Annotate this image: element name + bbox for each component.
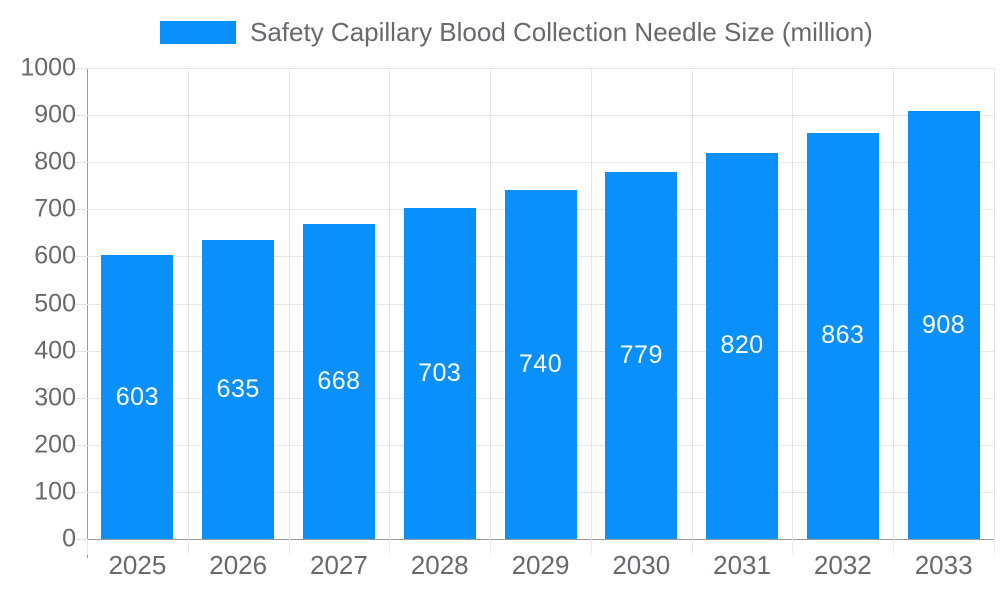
- bar-value-label: 603: [115, 382, 159, 411]
- bar-2033[interactable]: 908: [907, 111, 980, 539]
- legend-item[interactable]: Safety Capillary Blood Collection Needle…: [160, 18, 873, 46]
- x-axis-label: 2030: [612, 550, 671, 580]
- bar-value-label: 820: [720, 331, 764, 360]
- x-tick: [389, 539, 391, 555]
- y-axis-label: 200: [34, 430, 76, 459]
- bar-2030[interactable]: 779: [605, 172, 678, 539]
- y-axis-label: 100: [34, 477, 76, 506]
- y-axis-line: [87, 68, 88, 558]
- bar-2031[interactable]: 820: [706, 152, 779, 539]
- x-tick: [792, 539, 794, 555]
- h-gridline: [87, 68, 994, 69]
- x-axis-label: 2027: [310, 550, 368, 580]
- bar-2032[interactable]: 863: [806, 132, 879, 539]
- x-tick: [187, 539, 189, 555]
- x-axis-label: 2033: [914, 550, 973, 580]
- v-gridline: [389, 68, 391, 539]
- legend-swatch: [160, 20, 236, 44]
- y-tick: [75, 350, 87, 352]
- x-tick: [590, 539, 592, 555]
- x-tick: [994, 539, 995, 555]
- y-axis-label: 900: [34, 100, 76, 129]
- y-tick: [75, 162, 87, 164]
- x-tick: [288, 539, 290, 555]
- plot-area: 603 635 668 703 740 779 820 863 908: [87, 68, 995, 539]
- bar-value-label: 668: [317, 367, 361, 396]
- y-tick: [75, 256, 87, 258]
- bar-2026[interactable]: 635: [202, 239, 275, 539]
- y-axis-label: 400: [34, 336, 76, 365]
- legend-label: Safety Capillary Blood Collection Needle…: [250, 17, 873, 47]
- y-axis-label: 300: [34, 383, 76, 412]
- y-tick: [75, 209, 87, 211]
- bar-2027[interactable]: 668: [302, 224, 375, 539]
- y-axis-label: 500: [34, 289, 76, 317]
- bar-value-label: 779: [619, 341, 663, 370]
- x-tick: [490, 539, 492, 555]
- v-gridline: [288, 68, 290, 539]
- bar-2028[interactable]: 703: [403, 207, 476, 539]
- x-axis-label: 2029: [511, 550, 570, 580]
- y-axis-label: 600: [34, 241, 76, 270]
- y-tick: [75, 115, 87, 117]
- x-tick: [87, 539, 88, 555]
- bar-2025[interactable]: 603: [101, 255, 174, 539]
- y-axis-label: 700: [34, 194, 76, 223]
- h-gridline: [87, 162, 994, 164]
- x-axis-label: 2025: [108, 550, 167, 580]
- bar-value-label: 635: [216, 374, 260, 403]
- x-axis-label: 2031: [713, 550, 771, 580]
- bar-value-label: 703: [418, 358, 462, 387]
- bar-2029[interactable]: 740: [504, 190, 577, 539]
- x-axis-label: 2032: [813, 550, 872, 580]
- v-gridline: [590, 68, 592, 539]
- y-axis-label: 0: [62, 524, 76, 553]
- h-gridline: [87, 115, 994, 117]
- bar-value-label: 908: [922, 310, 966, 339]
- y-axis-label: 800: [34, 147, 76, 176]
- bar-value-label: 740: [518, 350, 563, 379]
- y-tick: [75, 303, 87, 305]
- y-tick: [75, 491, 87, 493]
- y-tick: [75, 68, 87, 69]
- x-tick: [893, 539, 895, 555]
- x-tick: [691, 539, 693, 555]
- v-gridline: [490, 68, 492, 539]
- x-axis-line: [87, 539, 995, 540]
- y-tick: [75, 539, 87, 540]
- v-gridline: [691, 68, 693, 539]
- v-gridline: [994, 68, 995, 539]
- x-axis-label: 2028: [410, 550, 469, 580]
- y-tick: [75, 444, 87, 446]
- bar-value-label: 863: [821, 321, 865, 350]
- y-tick: [75, 397, 87, 399]
- v-gridline: [792, 68, 794, 539]
- y-axis-label: 1000: [20, 53, 76, 82]
- v-gridline: [187, 68, 189, 539]
- v-gridline: [893, 68, 895, 539]
- x-axis-label: 2026: [209, 550, 268, 580]
